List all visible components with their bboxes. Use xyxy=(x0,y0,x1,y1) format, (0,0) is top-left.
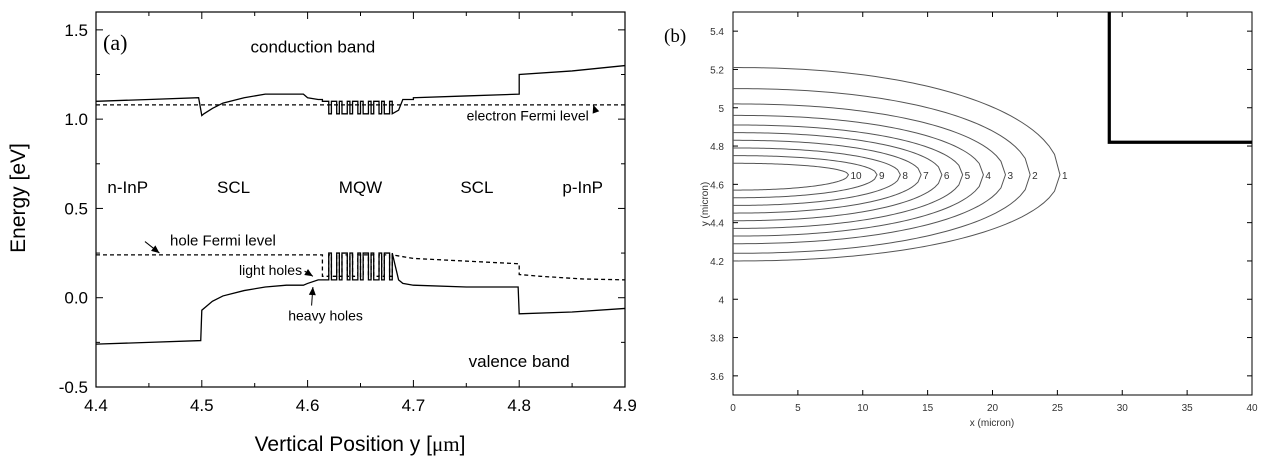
annotation-text: conduction band xyxy=(250,38,375,57)
annotation-arrowhead xyxy=(308,287,316,296)
panel-b-label: (b) xyxy=(664,26,686,47)
annotation-text: heavy holes xyxy=(288,308,363,324)
b-y-tick-label: 3.6 xyxy=(710,372,724,383)
panel-a-frame xyxy=(95,11,626,388)
annotation-text: hole Fermi level xyxy=(170,233,276,250)
b-x-tick-label: 25 xyxy=(1052,403,1064,414)
y-tick-label: 1.0 xyxy=(64,110,88,129)
contour-label-bg xyxy=(849,169,864,181)
contour-label: 3 xyxy=(1007,171,1013,182)
region-label: n-InP xyxy=(107,178,148,197)
b-y-tick-label: 4 xyxy=(718,295,724,306)
contour-label: 1 xyxy=(1062,171,1068,182)
panel-b-ticks: 0 5 10 15 20 25 30 35 403.63.844.24.44.64.855.25… xyxy=(710,12,1258,414)
contour-label-bg xyxy=(984,169,993,181)
annotation-arrowhead xyxy=(304,269,313,277)
contour-label-bg xyxy=(942,169,951,181)
contour-label: 2 xyxy=(1032,171,1038,182)
contour-label-bg xyxy=(922,169,931,181)
region-label: MQW xyxy=(339,178,382,197)
region-label: p-InP xyxy=(562,178,603,197)
contour-line xyxy=(732,67,1061,262)
series-line-3 xyxy=(95,252,626,345)
b-y-tick-label: 4.8 xyxy=(710,142,724,153)
contour-line xyxy=(732,132,943,222)
contour-line xyxy=(733,147,901,206)
contour-label: 7 xyxy=(923,171,929,182)
x-tick-label: 4.5 xyxy=(190,396,214,415)
panel-a: (a) 4.4 4.5 4.6 4.7 4.8 4.9 -0.5 0.0 0.5 1.0 1.5 n… xyxy=(7,11,637,456)
panel-a-annotations: conduction band valence band electron Ferm… xyxy=(144,38,600,371)
contour-line xyxy=(732,88,1031,254)
b-x-tick-label: 0 xyxy=(730,403,736,414)
b-x-tick-label: 40 xyxy=(1246,403,1258,414)
panel-b-x-axis-label: x (micron) xyxy=(970,418,1014,429)
ridge-boundary-line xyxy=(1107,12,1252,144)
b-y-tick-label: 5.2 xyxy=(710,65,724,76)
panel-b-y-axis-label: y (micron) xyxy=(700,182,711,226)
region-label: SCL xyxy=(217,178,250,197)
contour-label: 10 xyxy=(850,171,862,182)
x-axis-label-unit: μm xyxy=(432,432,460,456)
contour-line xyxy=(732,139,922,214)
panel-a-ticks: 4.4 4.5 4.6 4.7 4.8 4.9 -0.5 0.0 0.5 1.0 1.5 xyxy=(59,12,637,415)
contour-label-bg xyxy=(878,169,887,181)
annotation-text: light holes xyxy=(239,262,302,278)
y-tick-label: 0.5 xyxy=(64,199,88,218)
x-tick-label: 4.7 xyxy=(402,396,426,415)
b-y-tick-label: 4.2 xyxy=(710,257,724,268)
b-y-tick-label: 3.8 xyxy=(710,334,724,345)
contour-label: 5 xyxy=(965,171,971,182)
b-x-tick-label: 35 xyxy=(1182,403,1194,414)
contour-label-bg xyxy=(963,169,972,181)
panel-a-series xyxy=(95,64,626,345)
annotation-arrowhead xyxy=(592,104,600,114)
contour-line xyxy=(733,155,878,199)
x-axis-label-text: Vertical Position y [ xyxy=(255,433,433,456)
b-y-tick-label: 4.6 xyxy=(710,180,724,191)
panel-a-region-labels: n-InP SCL MQW SCL p-InP xyxy=(107,178,603,197)
annotation-text: valence band xyxy=(469,352,570,371)
b-x-tick-label: 15 xyxy=(922,403,934,414)
contour-line xyxy=(732,103,1007,245)
b-x-tick-label: 30 xyxy=(1117,403,1129,414)
contour-label-bg xyxy=(1060,169,1069,181)
contour-label: 8 xyxy=(902,171,908,182)
b-x-tick-label: 10 xyxy=(857,403,869,414)
panel-b-contours: 1 2 3 4 5 6 7 8 9 10 xyxy=(732,67,1069,262)
contour-line xyxy=(732,162,850,191)
contour-label: 4 xyxy=(985,171,991,182)
annotation-arrowhead xyxy=(151,245,160,254)
contour-label-bg xyxy=(1031,169,1040,181)
b-x-tick-label: 20 xyxy=(987,403,999,414)
x-tick-label: 4.8 xyxy=(507,396,531,415)
panel-a-label: (a) xyxy=(103,30,127,55)
contour-label: 6 xyxy=(944,171,950,182)
contour-line xyxy=(733,114,984,237)
series-line-0 xyxy=(95,64,626,117)
y-tick-label: 1.5 xyxy=(64,21,88,40)
contour-label-bg xyxy=(901,169,910,181)
y-tick-label: -0.5 xyxy=(59,378,88,397)
contour-line xyxy=(732,124,964,229)
contour-label: 9 xyxy=(879,171,885,182)
x-tick-label: 4.9 xyxy=(613,396,637,415)
panel-a-y-axis-label: Energy [eV] xyxy=(7,143,30,253)
annotation-text: electron Fermi level xyxy=(467,108,589,124)
b-x-tick-label: 5 xyxy=(795,403,801,414)
y-tick-label: 0.0 xyxy=(64,289,88,308)
panel-a-x-axis-label: Vertical Position y [μm] xyxy=(255,432,466,456)
panel-b-ridge-boundary xyxy=(1107,12,1252,144)
x-tick-label: 4.4 xyxy=(84,396,108,415)
panel-b: (b) 0 5 10 15 20 25 30 35 403.63.844.24.44.64.85… xyxy=(664,11,1258,429)
b-y-tick-label: 5.4 xyxy=(710,27,724,38)
region-label: SCL xyxy=(460,178,493,197)
b-y-tick-label: 4.4 xyxy=(710,219,724,230)
b-y-tick-label: 5 xyxy=(718,104,724,115)
contour-label-bg xyxy=(1006,169,1015,181)
x-axis-label-bracket: ] xyxy=(460,433,466,456)
x-tick-label: 4.6 xyxy=(296,396,320,415)
